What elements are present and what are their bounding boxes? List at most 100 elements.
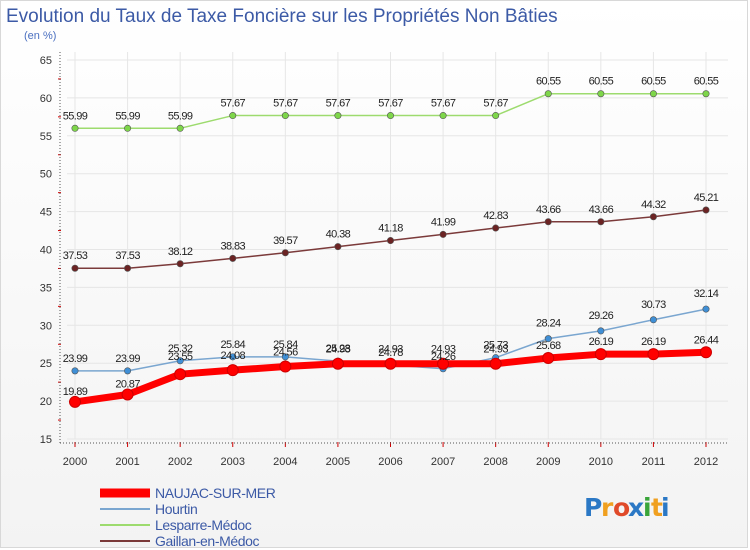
x-tick-label: 2006 (378, 456, 402, 468)
data-label: 57.67 (378, 98, 403, 110)
data-label: 24.78 (378, 347, 403, 359)
x-tick-label: 2010 (589, 456, 613, 468)
data-point (702, 305, 710, 313)
data-label: 60.55 (536, 76, 561, 88)
y-tick-label: 55 (40, 131, 52, 143)
chart-title: Evolution du Taux de Taxe Foncière sur l… (6, 6, 558, 27)
data-label: 57.67 (220, 98, 245, 110)
x-tick-label: 2000 (63, 456, 87, 468)
data-label: 42.83 (483, 210, 508, 222)
data-point (279, 360, 292, 373)
data-point (331, 357, 344, 370)
data-point (489, 357, 502, 370)
data-label: 29.26 (589, 310, 614, 322)
data-point (649, 90, 657, 98)
data-label: 28.24 (536, 318, 561, 330)
y-tick-label: 25 (40, 358, 52, 370)
axes (58, 52, 728, 447)
data-point (594, 348, 607, 361)
data-point (544, 218, 552, 226)
data-point (174, 368, 187, 381)
data-label: 55.99 (115, 110, 140, 122)
x-tick-label: 2008 (483, 456, 507, 468)
x-tick-label: 2012 (694, 456, 718, 468)
data-label: 25.28 (326, 343, 351, 355)
data-label: 25.84 (220, 339, 245, 351)
y-tick-label: 15 (40, 434, 52, 446)
data-point (384, 357, 397, 370)
data-point (176, 124, 184, 132)
data-point (229, 112, 237, 120)
data-point (597, 218, 605, 226)
data-point (702, 206, 710, 214)
data-point (647, 348, 660, 361)
data-label: 26.19 (589, 336, 614, 348)
data-label: 38.83 (220, 240, 245, 252)
x-tick-label: 2005 (326, 456, 350, 468)
y-tick-label: 40 (40, 245, 52, 257)
data-label: 55.99 (168, 110, 193, 122)
data-point (176, 260, 184, 268)
data-label: 57.67 (273, 98, 298, 110)
data-point (649, 316, 657, 324)
data-label: 43.66 (589, 204, 614, 216)
data-point (386, 112, 394, 120)
data-label: 45.21 (694, 192, 719, 204)
data-label: 24.93 (431, 344, 456, 356)
data-label: 57.67 (326, 98, 351, 110)
data-point (69, 395, 81, 408)
y-tick-label: 30 (40, 320, 52, 332)
data-label: 60.55 (641, 76, 666, 88)
data-point (649, 213, 657, 221)
grid (67, 52, 728, 440)
data-label: 19.89 (63, 386, 88, 398)
x-tick-label: 2009 (536, 456, 560, 468)
y-axis-ticks: 15 20 25 30 35 40 45 50 55 60 65 (40, 55, 52, 446)
data-label: 41.99 (431, 216, 456, 228)
y-tick-label: 20 (40, 396, 52, 408)
data-point (124, 367, 132, 375)
x-tick-label: 2004 (273, 456, 297, 468)
y-tick-label: 65 (40, 55, 52, 67)
data-label: 39.57 (273, 235, 298, 247)
legend-label: NAUJAC-SUR-MER (155, 485, 276, 501)
data-point (492, 224, 500, 232)
series-group (69, 90, 712, 408)
data-label: 23.99 (63, 353, 88, 365)
data-point (226, 364, 239, 377)
data-point (71, 264, 79, 272)
data-label: 30.73 (641, 299, 666, 311)
data-label: 60.55 (589, 76, 614, 88)
data-point (71, 124, 79, 132)
data-label: 24.93 (378, 344, 403, 356)
data-point (334, 112, 342, 120)
data-label: 20.87 (115, 379, 140, 391)
data-label: 37.53 (63, 250, 88, 262)
data-label: 24.56 (273, 347, 298, 359)
data-label: 23.55 (168, 351, 193, 363)
data-point (281, 353, 289, 361)
data-label: 24.93 (483, 344, 508, 356)
data-label: 24.26 (431, 351, 456, 363)
legend: NAUJAC-SUR-MERHourtinLesparre-MédocGaill… (100, 485, 276, 549)
data-point (176, 357, 184, 365)
data-point (597, 327, 605, 335)
data-label: 25.32 (168, 343, 193, 355)
data-point (71, 367, 79, 375)
logo-letter: x (628, 493, 644, 522)
logo-letter: P (584, 493, 602, 522)
data-point (124, 264, 132, 272)
data-point (439, 112, 447, 120)
data-label: 38.12 (168, 246, 193, 258)
data-labels: 19.89 20.87 23.55 24.08 24.56 24.93 24.93 24.93… (63, 76, 720, 398)
data-point (124, 124, 132, 132)
data-point (542, 352, 555, 365)
y-tick-label: 45 (40, 207, 52, 219)
data-point (439, 230, 447, 238)
x-tick-label: 2002 (168, 456, 192, 468)
y-tick-label: 35 (40, 282, 52, 294)
data-point (700, 346, 712, 359)
data-point (544, 335, 552, 343)
data-label: 24.08 (220, 350, 245, 362)
